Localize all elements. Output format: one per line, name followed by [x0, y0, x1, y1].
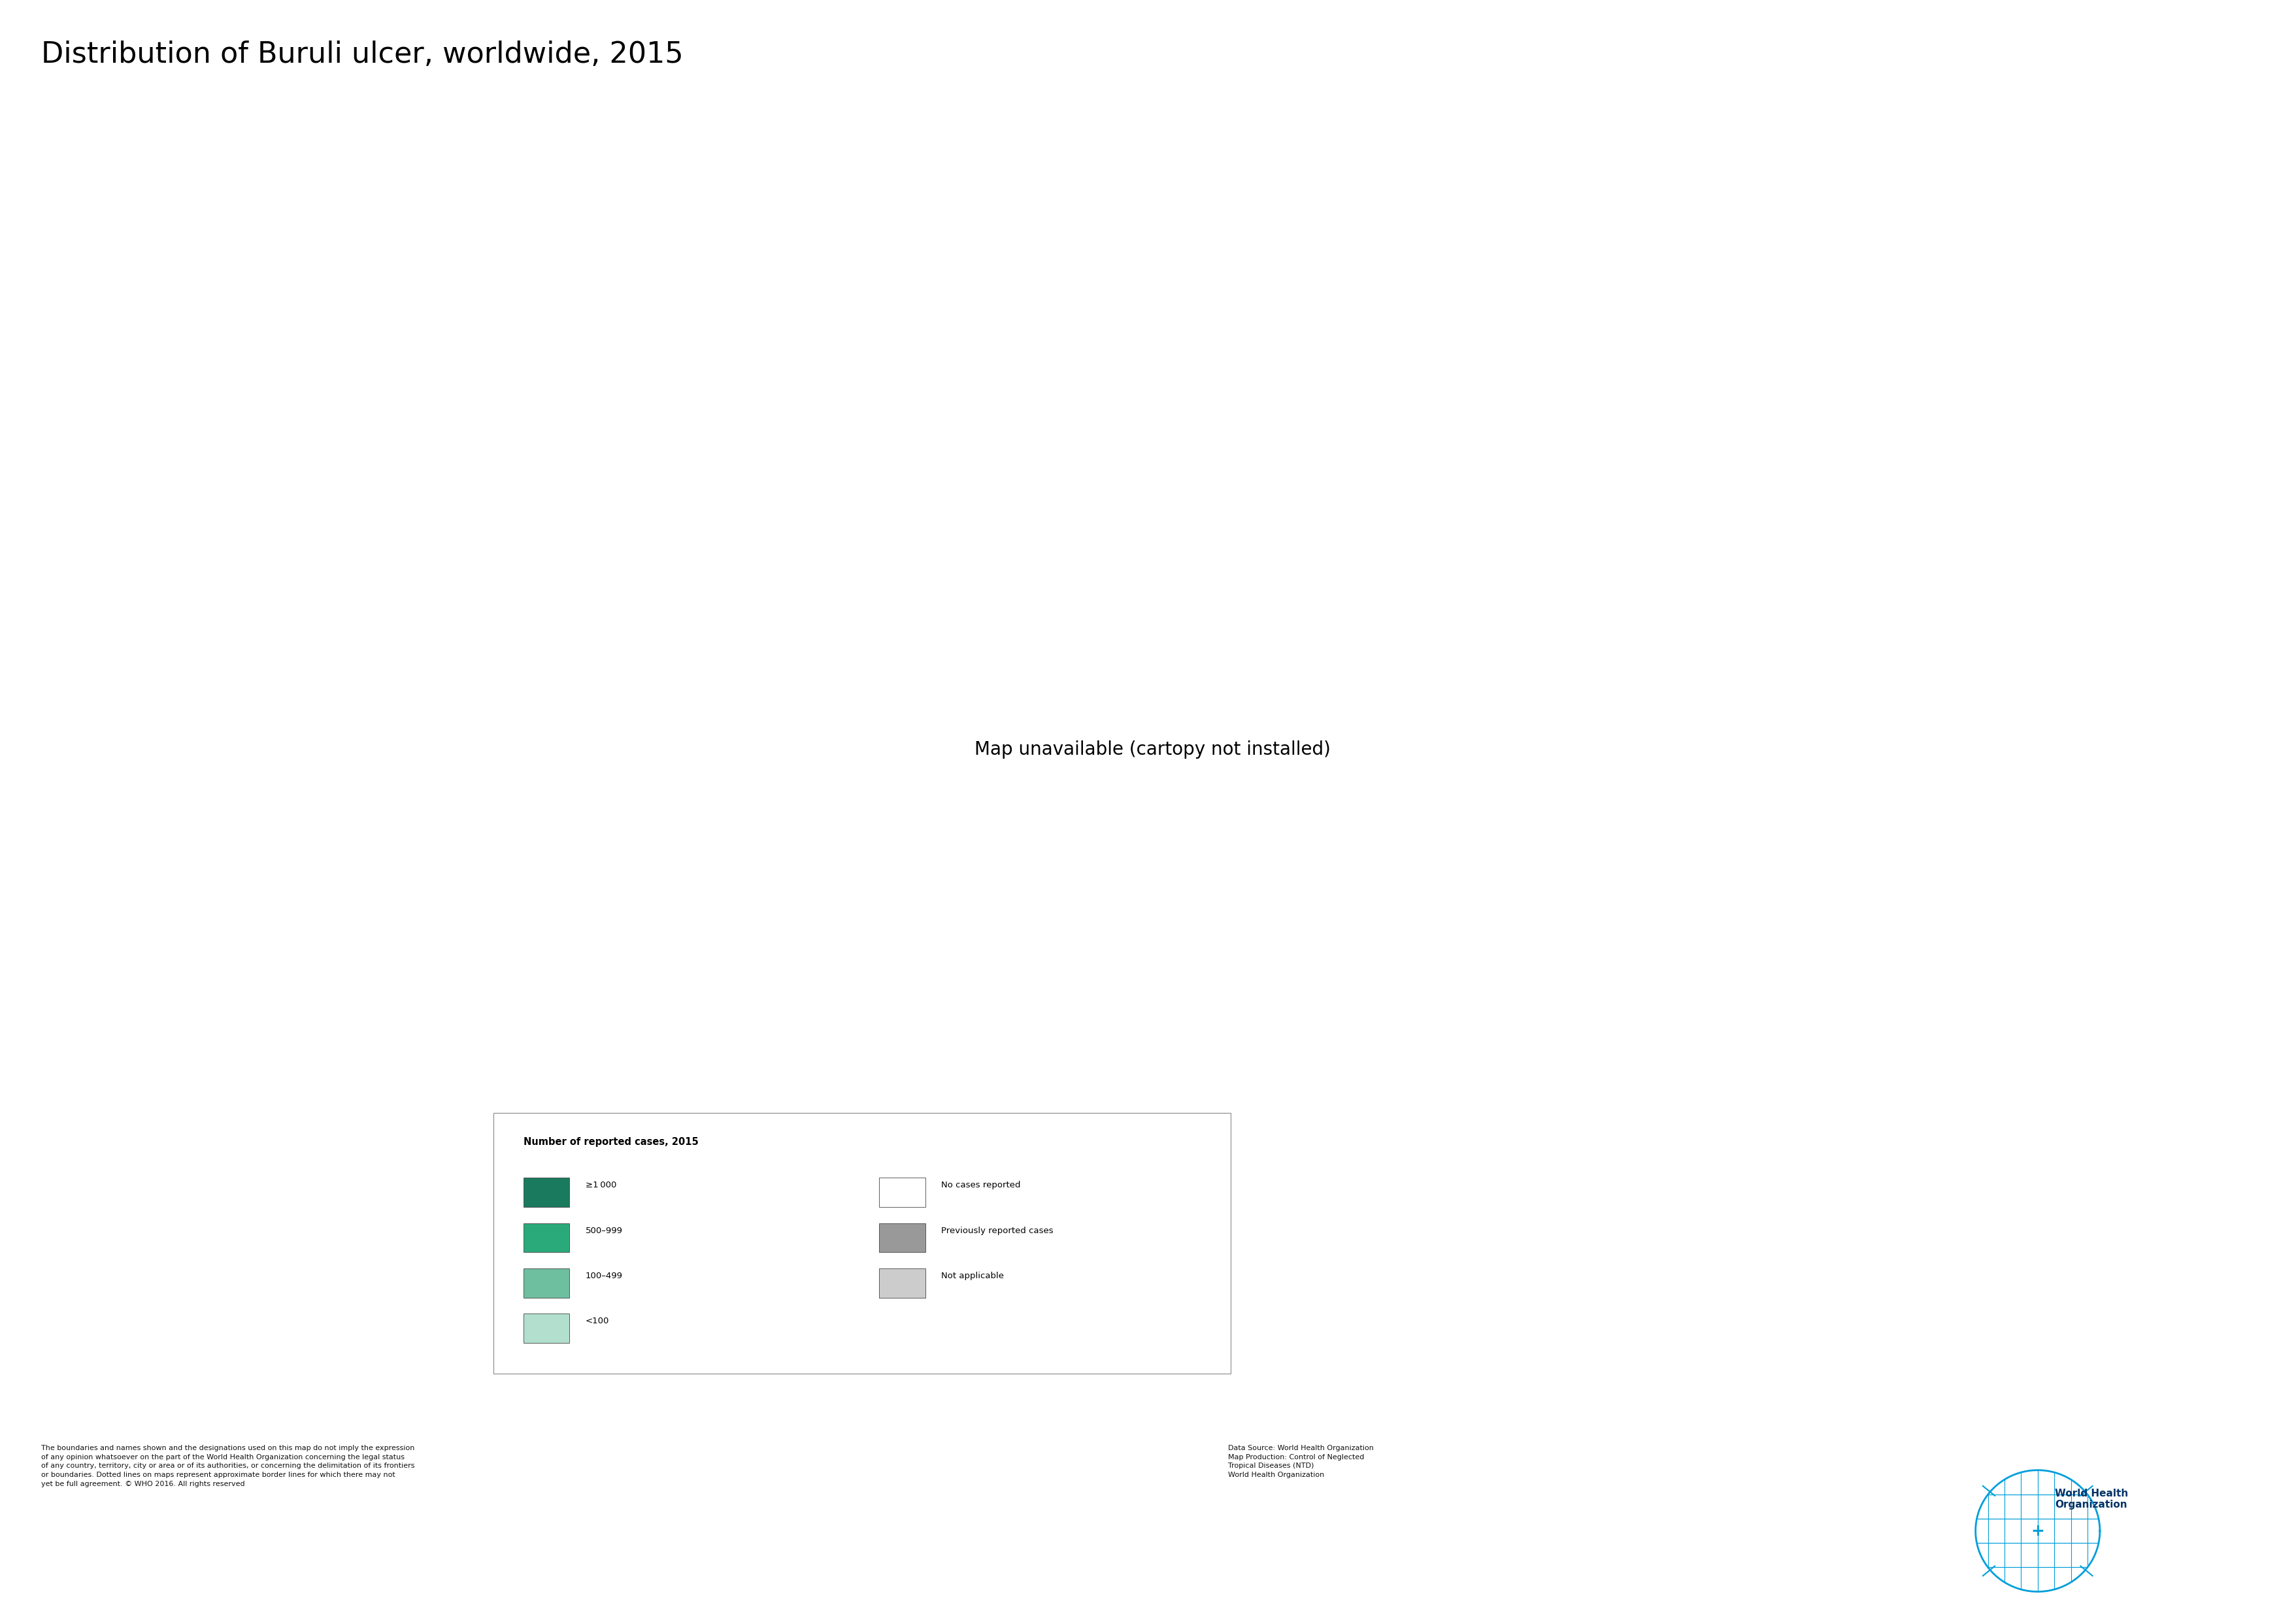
Text: Map unavailable (cartopy not installed): Map unavailable (cartopy not installed)	[974, 740, 1332, 758]
Text: Not applicable: Not applicable	[941, 1272, 1003, 1280]
Text: World Health
Organization: World Health Organization	[2055, 1489, 2128, 1510]
Text: Previously reported cases: Previously reported cases	[941, 1226, 1054, 1234]
Text: +: +	[2032, 1523, 2043, 1539]
Text: 100–499: 100–499	[585, 1272, 622, 1280]
Text: Data Source: World Health Organization
Map Production: Control of Neglected
Trop: Data Source: World Health Organization M…	[1228, 1445, 1373, 1477]
Text: ≥1 000: ≥1 000	[585, 1181, 615, 1189]
Text: 500–999: 500–999	[585, 1226, 622, 1234]
Text: Distribution of Buruli ulcer, worldwide, 2015: Distribution of Buruli ulcer, worldwide,…	[41, 40, 684, 68]
Text: The boundaries and names shown and the designations used on this map do not impl: The boundaries and names shown and the d…	[41, 1445, 416, 1487]
Text: No cases reported: No cases reported	[941, 1181, 1022, 1189]
Text: Number of reported cases, 2015: Number of reported cases, 2015	[523, 1137, 698, 1147]
Text: <100: <100	[585, 1317, 608, 1325]
